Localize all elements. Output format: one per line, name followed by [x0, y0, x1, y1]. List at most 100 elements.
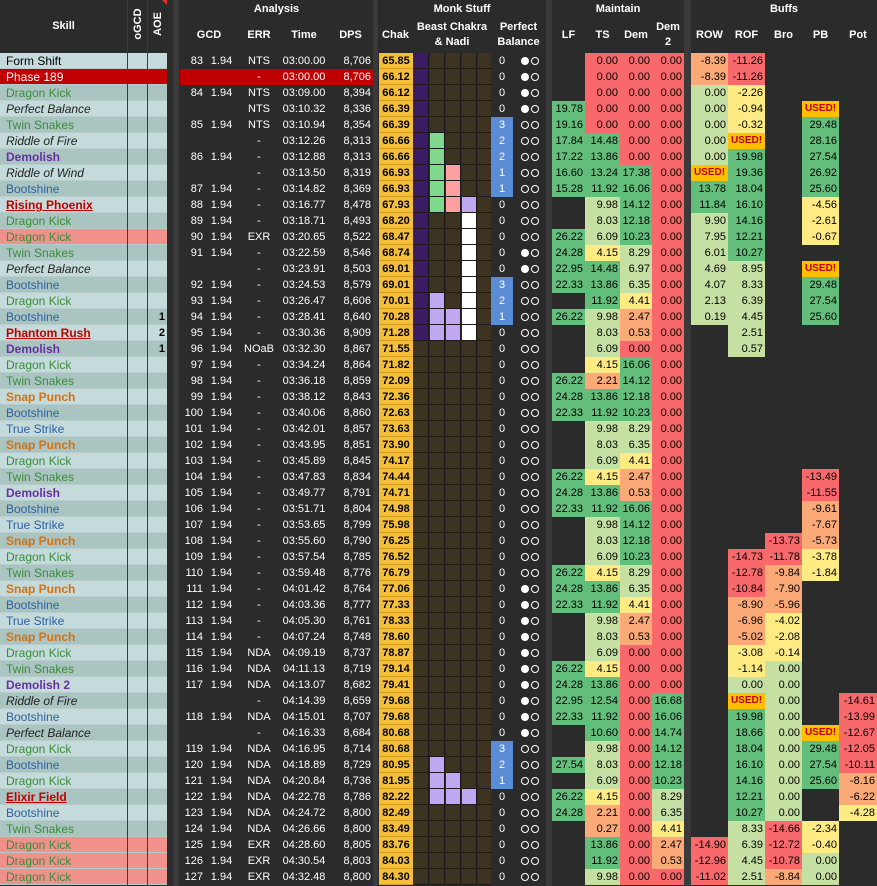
pot-cell[interactable]: [839, 357, 877, 373]
rof-cell[interactable]: 18.04: [728, 181, 765, 197]
pot-cell[interactable]: [839, 645, 877, 661]
pot-cell[interactable]: -4.28: [839, 805, 877, 821]
gcd-cell[interactable]: 1.94: [210, 551, 233, 563]
chakra-cell[interactable]: 75.98: [379, 517, 413, 533]
time-cell[interactable]: 03:23.91: [282, 263, 326, 275]
time-cell[interactable]: 03:09.00: [282, 87, 326, 99]
err-cell[interactable]: -: [257, 407, 261, 419]
bro-cell[interactable]: 0.00: [765, 709, 802, 725]
lf-cell[interactable]: [552, 69, 585, 85]
ogcd-cell[interactable]: [128, 293, 147, 309]
dps-cell[interactable]: 8,786: [343, 791, 371, 803]
dps-cell[interactable]: 8,640: [343, 311, 371, 323]
pot-cell[interactable]: -14.61: [839, 693, 877, 709]
pb-buff-cell[interactable]: 0.00: [802, 853, 839, 869]
bro-cell[interactable]: [765, 277, 802, 293]
pb-buff-cell[interactable]: USED!: [802, 101, 839, 117]
pb-stack-cell[interactable]: 3: [491, 741, 513, 757]
dem2-cell[interactable]: 12.18: [652, 757, 684, 773]
ts-cell[interactable]: 0.00: [585, 101, 620, 117]
chakra-cell[interactable]: 78.60: [379, 629, 413, 645]
bro-cell[interactable]: [765, 149, 802, 165]
gcd-cell[interactable]: 1.94: [210, 839, 233, 851]
pot-cell[interactable]: [839, 405, 877, 421]
err-cell[interactable]: -: [257, 327, 261, 339]
dem2-cell[interactable]: 0.00: [652, 597, 684, 613]
dem-cell[interactable]: 0.00: [620, 789, 652, 805]
dem2-cell[interactable]: 0.00: [652, 293, 684, 309]
ogcd-cell[interactable]: [128, 453, 147, 469]
dem-cell[interactable]: 17.38: [620, 165, 652, 181]
skill-cell[interactable]: Twin Snakes: [0, 245, 127, 261]
pot-cell[interactable]: [839, 245, 877, 261]
dem-cell[interactable]: 8.29: [620, 565, 652, 581]
lf-cell[interactable]: [552, 421, 585, 437]
skill-cell[interactable]: True Strike: [0, 613, 127, 629]
time-cell[interactable]: 03:36.18: [282, 375, 326, 387]
pot-cell[interactable]: [839, 613, 877, 629]
header-time[interactable]: Time: [291, 29, 317, 41]
time-cell[interactable]: 04:05.30: [282, 615, 326, 627]
gcd-cell[interactable]: [205, 261, 238, 277]
gcd-cell[interactable]: 1.94: [210, 359, 233, 371]
bro-cell[interactable]: 0.00: [765, 741, 802, 757]
row-buff-cell[interactable]: [691, 469, 728, 485]
aoe-cell[interactable]: 2: [148, 325, 167, 341]
skill-cell[interactable]: Perfect Balance: [0, 101, 127, 117]
err-cell[interactable]: -: [257, 247, 261, 259]
gcd-number-cell[interactable]: 83: [190, 55, 203, 67]
pb-buff-cell[interactable]: [802, 421, 839, 437]
time-cell[interactable]: 04:26.66: [282, 823, 326, 835]
ts-cell[interactable]: 11.92: [585, 405, 620, 421]
pb-buff-cell[interactable]: [802, 69, 839, 85]
pb-buff-cell[interactable]: [802, 325, 839, 341]
chakra-cell[interactable]: 66.12: [379, 69, 413, 85]
err-cell[interactable]: -: [257, 695, 261, 707]
lf-cell[interactable]: [552, 821, 585, 837]
skill-cell[interactable]: Bootshine: [0, 805, 127, 821]
bro-cell[interactable]: -4.02: [765, 613, 802, 629]
pb-stack-cell[interactable]: 0: [498, 487, 506, 499]
err-cell[interactable]: NTS: [248, 87, 270, 99]
chakra-cell[interactable]: 78.87: [379, 645, 413, 661]
lf-cell[interactable]: [552, 869, 585, 885]
aoe-cell[interactable]: [148, 165, 167, 181]
err-cell[interactable]: -: [257, 583, 261, 595]
gcd-number-cell[interactable]: 85: [190, 119, 203, 131]
lf-cell[interactable]: [552, 213, 585, 229]
err-cell[interactable]: -: [257, 263, 261, 275]
dem2-cell[interactable]: 0.00: [652, 613, 684, 629]
rof-cell[interactable]: 10.27: [728, 245, 765, 261]
time-cell[interactable]: 03:42.01: [282, 423, 326, 435]
ts-cell[interactable]: 11.92: [585, 709, 620, 725]
chakra-cell[interactable]: 84.03: [379, 853, 413, 869]
rof-cell[interactable]: 18.04: [728, 741, 765, 757]
dps-cell[interactable]: 8,909: [343, 327, 371, 339]
bro-cell[interactable]: 0.00: [765, 789, 802, 805]
header-dem2[interactable]: Dem 2: [652, 18, 684, 52]
pb-stack-cell[interactable]: 0: [498, 231, 506, 243]
aoe-cell[interactable]: [148, 485, 167, 501]
time-cell[interactable]: 03:43.95: [282, 439, 326, 451]
rof-cell[interactable]: [728, 421, 765, 437]
gcd-cell[interactable]: 1.94: [210, 791, 233, 803]
pb-stack-cell[interactable]: 0: [498, 71, 506, 83]
aoe-cell[interactable]: [148, 197, 167, 213]
gcd-number-cell[interactable]: 120: [184, 759, 203, 771]
pb-buff-cell[interactable]: 25.60: [802, 181, 839, 197]
header-dem[interactable]: Dem: [624, 29, 648, 41]
row-buff-cell[interactable]: -8.39: [691, 53, 728, 69]
pb-buff-cell[interactable]: -0.40: [802, 837, 839, 853]
chakra-cell[interactable]: 81.95: [379, 773, 413, 789]
skill-cell[interactable]: Riddle of Fire: [0, 133, 127, 149]
skill-cell[interactable]: Twin Snakes: [0, 117, 127, 133]
row-buff-cell[interactable]: [691, 789, 728, 805]
lf-cell[interactable]: 24.28: [552, 805, 585, 821]
ogcd-cell[interactable]: [128, 597, 147, 613]
ogcd-cell[interactable]: [128, 341, 147, 357]
lf-cell[interactable]: [552, 85, 585, 101]
dem2-cell[interactable]: 0.00: [652, 229, 684, 245]
ts-cell[interactable]: 0.00: [585, 53, 620, 69]
rof-cell[interactable]: -8.90: [728, 597, 765, 613]
gcd-cell[interactable]: 1.94: [210, 567, 233, 579]
